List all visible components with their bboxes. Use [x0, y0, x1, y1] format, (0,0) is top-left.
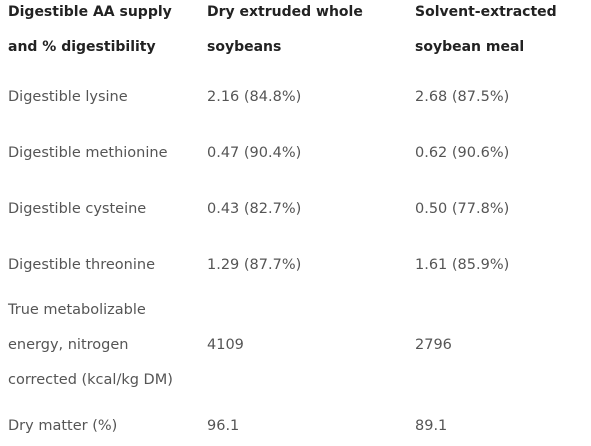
table-cell: 0.50 (77.8%)	[415, 201, 510, 217]
table-row: Digestible cysteine 0.43 (82.7%) 0.50 (77.…	[0, 181, 591, 237]
table-body: Digestible lysine 2.16 (84.8%) 2.68 (87.5%…	[0, 69, 591, 446]
table-cell: 89.1	[415, 418, 448, 434]
table-row: True metabolizable energy, nitrogen corr…	[0, 293, 591, 398]
table-cell: 2796	[415, 337, 452, 353]
table-cell: 0.62 (90.6%)	[415, 145, 510, 161]
table-row: Digestible threonine 1.29 (87.7%) 1.61 (85…	[0, 237, 591, 293]
table-cell: 0.43 (82.7%)	[207, 201, 302, 217]
table-cell: 2.68 (87.5%)	[415, 89, 510, 105]
table-cell: True metabolizable energy, nitrogen corr…	[8, 302, 173, 388]
table-cell: Digestible methionine	[8, 145, 168, 161]
table-cell: 0.47 (90.4%)	[207, 145, 302, 161]
table-cell: 4109	[207, 337, 244, 353]
table-cell: 1.61 (85.9%)	[415, 257, 510, 273]
table-row: Digestible methionine 0.47 (90.4%) 0.62 (9…	[0, 125, 591, 181]
table-cell: Digestible cysteine	[8, 201, 147, 217]
header-cell: Dry extruded whole soybeans	[207, 4, 363, 55]
table-row: Dry matter (%) 96.1 89.1	[0, 398, 591, 446]
table-cell: Dry matter (%)	[8, 418, 118, 434]
table-cell: 1.29 (87.7%)	[207, 257, 302, 273]
table-row: Digestible lysine 2.16 (84.8%) 2.68 (87.5%…	[0, 69, 591, 125]
table: Digestible AA supply and % digestibility…	[0, 0, 591, 434]
table-cell: 2.16 (84.8%)	[207, 89, 302, 105]
header-row: Digestible AA supply and % digestibility…	[0, 0, 591, 65]
header-cell: Solvent-extracted soybean meal	[415, 4, 557, 55]
table-cell: Digestible threonine	[8, 257, 155, 273]
table-cell: 96.1	[207, 418, 240, 434]
table-cell: Digestible lysine	[8, 89, 128, 105]
header-cell: Digestible AA supply and % digestibility	[8, 4, 172, 55]
